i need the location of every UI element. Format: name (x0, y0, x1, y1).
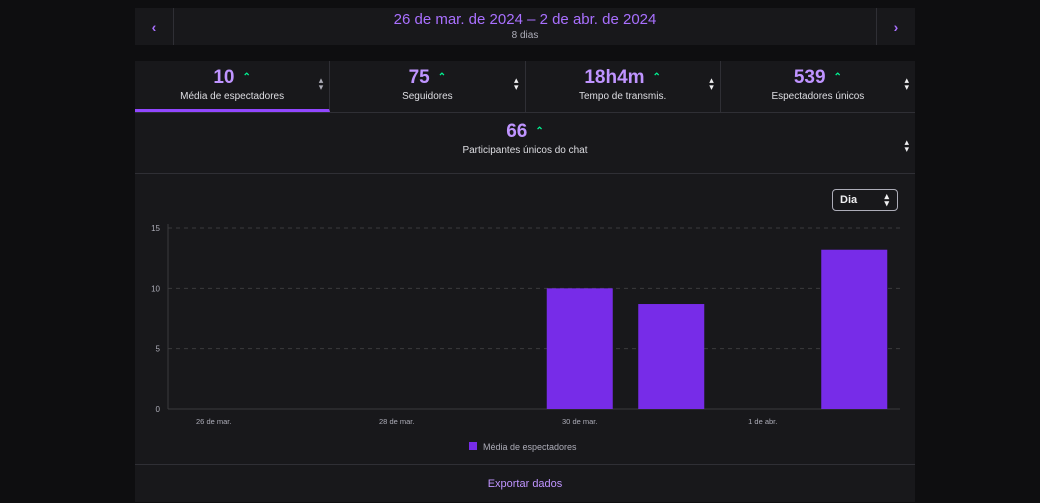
sort-icon[interactable]: ▴ ▾ (904, 137, 909, 154)
x-tick-label: 30 de mar. (562, 417, 597, 426)
date-range-label: 26 de mar. de 2024 – 2 de abr. de 2024 (393, 11, 657, 28)
granularity-select[interactable]: Dia ▴ ▾ (832, 189, 898, 211)
x-tick-label: 28 de mar. (379, 417, 414, 426)
chart-area: Dia ▴ ▾ 0 5 10 15 26 de mar. 28 de mar. 30 de m… (135, 174, 915, 474)
stats-panel: 10 ⌃ Média de espectadores ▴ ▾ 75 ⌃ Seguido… (135, 61, 915, 502)
y-tick-label: 0 (156, 405, 161, 414)
metric-label: Seguidores (402, 91, 453, 102)
bar (546, 288, 613, 409)
x-tick-label: 26 de mar. (196, 417, 231, 426)
granularity-value: Dia (840, 194, 858, 206)
trend-up-icon: ⌃ (833, 72, 842, 83)
y-tick-label: 15 (151, 224, 160, 233)
trend-up-icon: ⌃ (437, 72, 447, 83)
trend-up-icon: ⌃ (242, 72, 251, 83)
bar-chart: 0 5 10 15 26 de mar. 28 de mar. 30 de mar. 1 de… (151, 224, 900, 452)
metric-tab-followers[interactable]: 75 ⌃ Seguidores ▴ ▾ (330, 61, 526, 112)
metric-label: Tempo de transmis. (578, 91, 667, 102)
sort-icon[interactable]: ▴ ▾ (513, 75, 519, 92)
metric-tab-unique-viewers[interactable]: 539 ⌃ Espectadores únicos ▴ ▾ (721, 61, 915, 112)
metric-tab-unique-chatters[interactable]: 66 ⌃ Participantes únicos do chat ▴ ▾ (135, 121, 915, 174)
metric-value: 539 (793, 67, 826, 88)
y-tick-label: 5 (156, 345, 161, 354)
next-period-button[interactable]: › (876, 8, 915, 45)
trend-up-icon: ⌃ (535, 126, 544, 137)
sort-icon[interactable]: ▴ ▾ (318, 75, 324, 92)
chevron-right-icon: › (893, 18, 899, 35)
metric-value: 18h4m (584, 67, 645, 88)
date-range-display: 26 de mar. de 2024 – 2 de abr. de 2024 8… (174, 8, 876, 45)
select-arrows-icon: ▴ ▾ (884, 191, 889, 208)
legend-swatch (469, 442, 477, 450)
metric-tab-average-viewers[interactable]: 10 ⌃ Média de espectadores ▴ ▾ (135, 61, 331, 112)
bar (638, 304, 705, 409)
legend-label: Média de espectadores (483, 442, 577, 452)
metric-value: 75 (408, 67, 430, 88)
chevron-left-icon: ‹ (151, 18, 157, 35)
y-tick-label: 10 (151, 284, 160, 293)
date-days-count: 8 dias (511, 30, 539, 41)
trend-up-icon: ⌃ (652, 72, 661, 83)
date-navigation: ‹ 26 de mar. de 2024 – 2 de abr. de 2024… (135, 8, 915, 45)
x-tick-label: 1 de abr. (748, 417, 777, 426)
previous-period-button[interactable]: ‹ (135, 8, 174, 45)
export-data-button[interactable]: Exportar dados (135, 464, 915, 503)
metric-label: Espectadores únicos (771, 91, 865, 102)
metric-label: Participantes únicos do chat (462, 145, 588, 156)
metrics-row: 10 ⌃ Média de espectadores ▴ ▾ 75 ⌃ Seguido… (135, 61, 915, 113)
sort-icon[interactable]: ▴ ▾ (904, 75, 909, 92)
bar (821, 249, 888, 409)
metric-value: 10 (213, 67, 235, 88)
metric-label: Média de espectadores (180, 91, 285, 102)
sort-icon[interactable]: ▴ ▾ (709, 75, 714, 92)
metric-value: 66 (506, 121, 528, 142)
metric-tab-stream-time[interactable]: 18h4m ⌃ Tempo de transmis. ▴ ▾ (526, 61, 721, 112)
